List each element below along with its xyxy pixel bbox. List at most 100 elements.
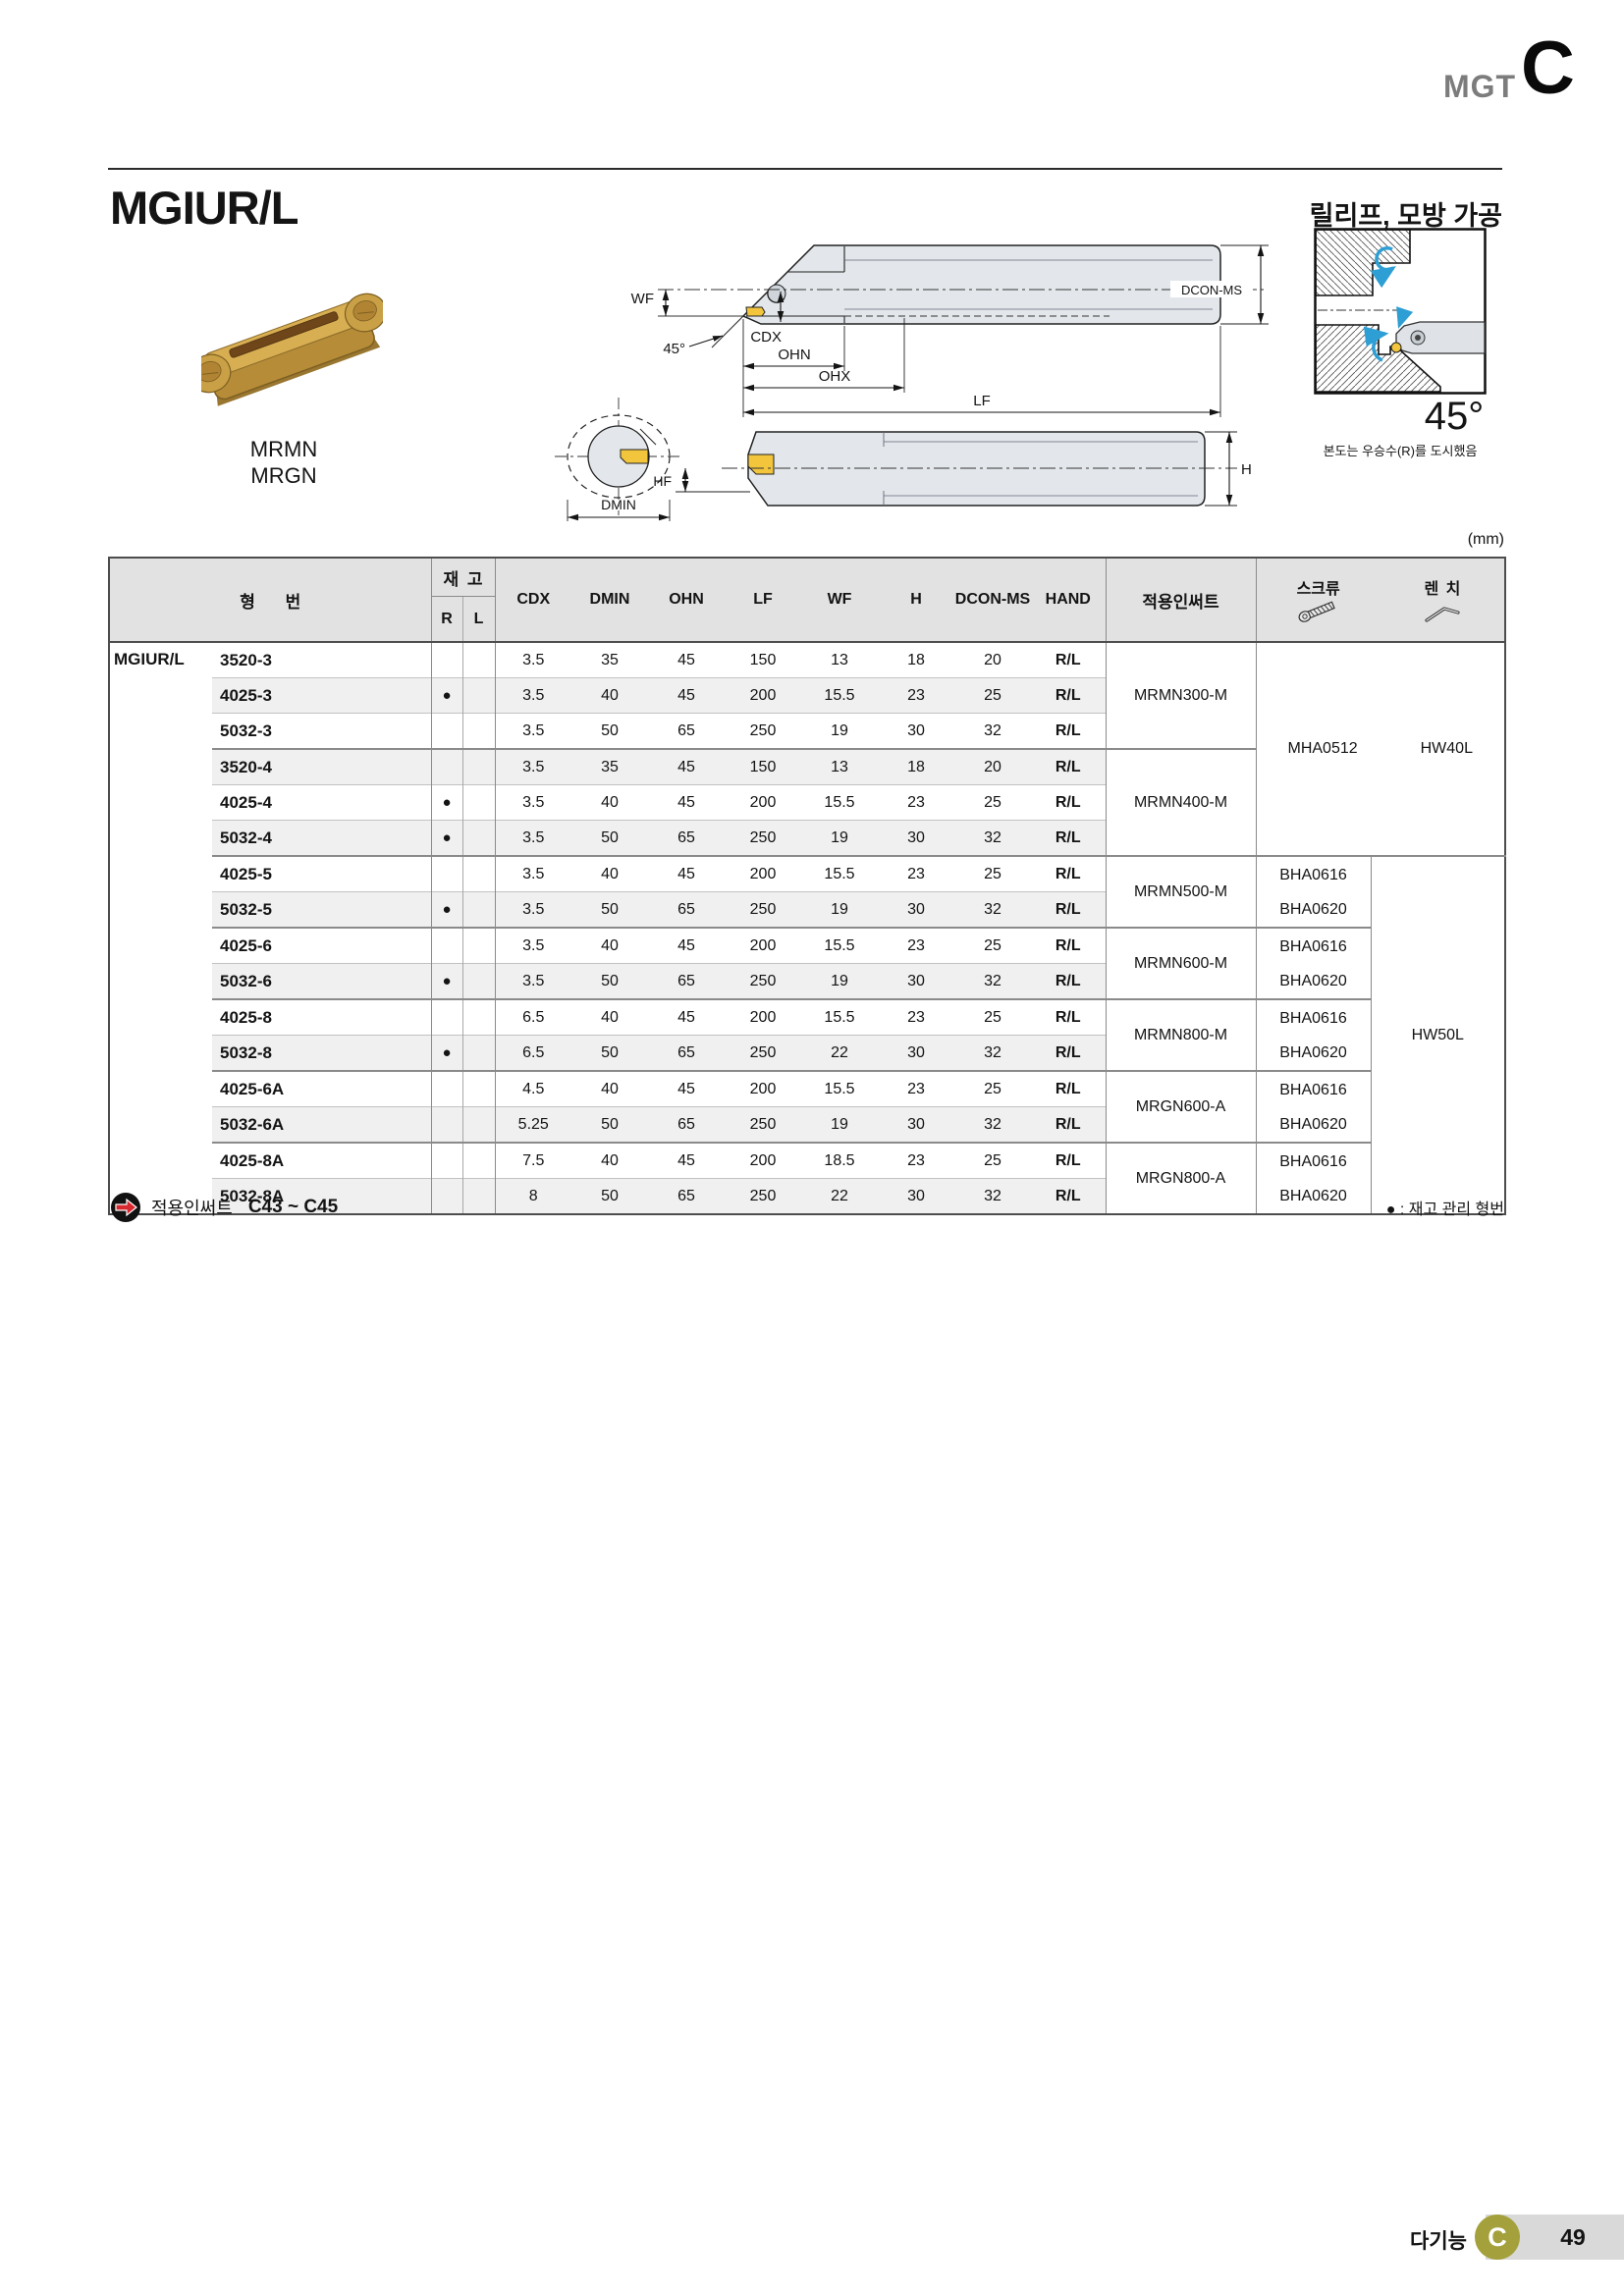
page-subtitle: 릴리프, 모방 가공 bbox=[1309, 201, 1502, 231]
applicable-insert-label: 적용인써트 bbox=[151, 1199, 233, 1218]
value-cell: 150 bbox=[725, 642, 801, 678]
value-cell: 25 bbox=[954, 1142, 1031, 1179]
value-cell: R/L bbox=[1031, 820, 1106, 856]
value-cell: 25 bbox=[954, 1070, 1031, 1107]
value-cell: 65 bbox=[648, 1035, 725, 1071]
insert-cell: MRMN600-M bbox=[1105, 927, 1256, 999]
value-cell: 25 bbox=[954, 677, 1031, 714]
value-cell: 65 bbox=[648, 1178, 725, 1214]
application-caption: 본도는 우승수(R)를 도시했음 bbox=[1323, 444, 1478, 458]
screw-cell: BHA0616 BHA0620 bbox=[1255, 1142, 1371, 1214]
col-header-h: H bbox=[878, 558, 954, 643]
value-cell: 250 bbox=[725, 963, 801, 999]
insert-model-names: MRMN MRGN bbox=[201, 436, 366, 489]
value-cell: 50 bbox=[571, 1106, 648, 1143]
model-cell: 3520-4 bbox=[212, 748, 431, 785]
value-cell: 15.5 bbox=[801, 998, 878, 1036]
table-row: MGIUR/L 3520-3 3.5 35 45 150 13 18 20 R/L MRMN300-… bbox=[109, 642, 1505, 1214]
value-cell: 65 bbox=[648, 963, 725, 999]
value-cell: R/L bbox=[1031, 784, 1106, 821]
stock-r-cell bbox=[430, 713, 462, 749]
stock-r-cell: ● bbox=[430, 820, 462, 856]
insert-cell: MRMN300-M bbox=[1105, 642, 1256, 749]
value-cell: 23 bbox=[878, 855, 954, 892]
value-cell: 40 bbox=[571, 1142, 648, 1179]
value-cell: 15.5 bbox=[801, 855, 878, 892]
col-header-model: 형 번 bbox=[109, 558, 431, 643]
insert-cell: MRGN800-A bbox=[1105, 1142, 1256, 1214]
stock-r-cell: ● bbox=[430, 1035, 462, 1071]
value-cell: R/L bbox=[1031, 1106, 1106, 1143]
value-cell: R/L bbox=[1031, 1178, 1106, 1214]
value-cell: 250 bbox=[725, 1035, 801, 1071]
value-cell: 19 bbox=[801, 891, 878, 928]
value-cell: 20 bbox=[954, 748, 1031, 785]
value-cell: 20 bbox=[954, 642, 1031, 678]
unit-note: (mm) bbox=[1467, 531, 1504, 548]
wrench-label: HW40L bbox=[1420, 740, 1473, 757]
value-cell: R/L bbox=[1031, 963, 1106, 999]
model-cell: 4025-8 bbox=[212, 998, 431, 1036]
table-prefix: MGIUR/L bbox=[109, 642, 212, 1214]
value-cell: 30 bbox=[878, 713, 954, 749]
value-cell: 200 bbox=[725, 784, 801, 821]
value-cell: 45 bbox=[648, 998, 725, 1036]
stock-l-cell bbox=[461, 784, 495, 821]
value-cell: R/L bbox=[1031, 927, 1106, 964]
model-cell: 5032-8 bbox=[212, 1035, 431, 1071]
screw-label: BHA0616 bbox=[1279, 866, 1347, 883]
stock-r-cell: ● bbox=[430, 891, 462, 928]
footer-section-badge: C bbox=[1475, 2215, 1520, 2260]
value-cell: 19 bbox=[801, 820, 878, 856]
stock-r-cell bbox=[430, 855, 462, 892]
value-cell: 22 bbox=[801, 1035, 878, 1071]
value-cell: 45 bbox=[648, 784, 725, 821]
table-row: 4025-8 6.5 40 45 200 15.5 23 25 R/L MRMN800-M BHA0… bbox=[109, 998, 1505, 1071]
value-cell: 32 bbox=[954, 820, 1031, 856]
screw-label: BHA0620 bbox=[1279, 1115, 1347, 1133]
model-cell: 5032-4 bbox=[212, 820, 431, 856]
value-cell: 200 bbox=[725, 927, 801, 964]
value-cell: 250 bbox=[725, 820, 801, 856]
stock-r-cell bbox=[430, 927, 462, 964]
table-row: 4025-3 ● 3.5 40 45 200 15.5 23 25 R/L bbox=[109, 677, 1505, 714]
value-cell: 19 bbox=[801, 963, 878, 999]
spec-table-header: 형 번 재 고 CDX DMIN OHN LF WF H DCON-MS HAN… bbox=[109, 558, 1505, 643]
value-cell: 45 bbox=[648, 748, 725, 785]
value-cell: 30 bbox=[878, 891, 954, 928]
model-cell: 3520-3 bbox=[212, 642, 431, 678]
dim-cdx: CDX bbox=[750, 329, 782, 346]
application-angle: 45° bbox=[1424, 395, 1485, 438]
value-cell: R/L bbox=[1031, 998, 1106, 1036]
footer-page-number: 49 bbox=[1560, 2224, 1586, 2250]
stock-l-cell bbox=[461, 855, 495, 892]
value-cell: 22 bbox=[801, 1178, 878, 1214]
value-cell: 40 bbox=[571, 855, 648, 892]
value-cell: 45 bbox=[648, 642, 725, 678]
screw-cell: BHA0616 BHA0620 bbox=[1255, 1070, 1371, 1143]
table-row: 5032-6 ● 3.5 50 65 250 19 30 32 R/L bbox=[109, 963, 1505, 999]
col-header-screw: 스크류 bbox=[1296, 581, 1340, 598]
value-cell: 50 bbox=[571, 820, 648, 856]
stock-l-cell bbox=[461, 1035, 495, 1071]
value-cell: 30 bbox=[878, 963, 954, 999]
table-row: 5032-8 ● 6.5 50 65 250 22 30 32 R/L bbox=[109, 1035, 1505, 1071]
value-cell: 18 bbox=[878, 642, 954, 678]
col-header-hand: HAND bbox=[1031, 558, 1106, 643]
model-cell: 5032-6 bbox=[212, 963, 431, 999]
value-cell: R/L bbox=[1031, 713, 1106, 749]
value-cell: 45 bbox=[648, 1142, 725, 1179]
stock-l-cell bbox=[461, 998, 495, 1036]
stock-l-cell bbox=[461, 1142, 495, 1179]
value-cell: 200 bbox=[725, 855, 801, 892]
stock-l-cell bbox=[461, 748, 495, 785]
applicable-insert-range: C43 ~ C45 bbox=[247, 1197, 339, 1217]
screw-label: BHA0620 bbox=[1279, 900, 1347, 918]
value-cell: R/L bbox=[1031, 1035, 1106, 1071]
table-row: 5032-5 ● 3.5 50 65 250 19 30 32 R/L bbox=[109, 891, 1505, 928]
value-cell: 250 bbox=[725, 1178, 801, 1214]
model-cell: 5032-6A bbox=[212, 1106, 431, 1143]
value-cell: R/L bbox=[1031, 891, 1106, 928]
insert-cell: MRGN600-A bbox=[1105, 1070, 1256, 1143]
table-row: 4025-8A 7.5 40 45 200 18.5 23 25 R/L MRGN800-A BHA… bbox=[109, 1142, 1505, 1214]
